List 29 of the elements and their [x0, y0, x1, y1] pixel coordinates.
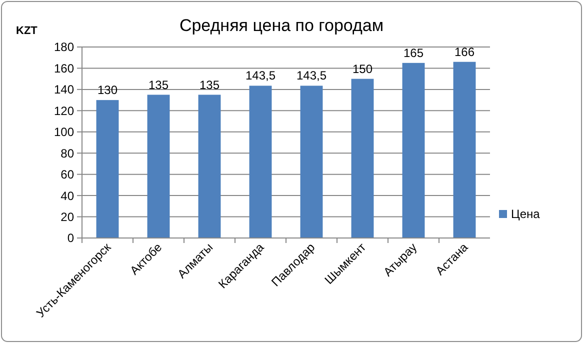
y-tick-label: 180	[54, 40, 74, 54]
bar	[198, 94, 221, 238]
y-axis-title: KZT	[16, 25, 38, 37]
y-tick-label: 40	[60, 188, 74, 203]
y-tick-label: 60	[60, 168, 74, 182]
y-tick-label: 120	[54, 104, 74, 118]
y-tick-label: 100	[54, 125, 74, 140]
bar	[147, 94, 170, 238]
data-label: 135	[148, 78, 169, 92]
y-tick-label: 80	[60, 146, 74, 160]
bar	[351, 78, 374, 238]
bar	[453, 62, 476, 238]
y-tick-label: 160	[54, 61, 74, 76]
data-label: 135	[199, 78, 220, 92]
data-label: 165	[403, 46, 424, 60]
chart-title: Средняя цена по городам	[179, 16, 384, 35]
legend-label: Цена	[511, 207, 540, 222]
data-label: 166	[454, 44, 475, 59]
bar	[249, 86, 272, 238]
bar	[96, 100, 119, 238]
y-tick-label: 20	[60, 210, 74, 224]
bar	[402, 62, 425, 238]
y-tick-label: 140	[54, 82, 74, 97]
data-label: 143,5	[296, 68, 327, 83]
bar	[300, 86, 323, 238]
y-tick-label: 0	[67, 231, 74, 246]
data-label: 150	[352, 62, 373, 76]
data-label: 130	[97, 83, 118, 98]
data-label: 143,5	[245, 68, 276, 83]
